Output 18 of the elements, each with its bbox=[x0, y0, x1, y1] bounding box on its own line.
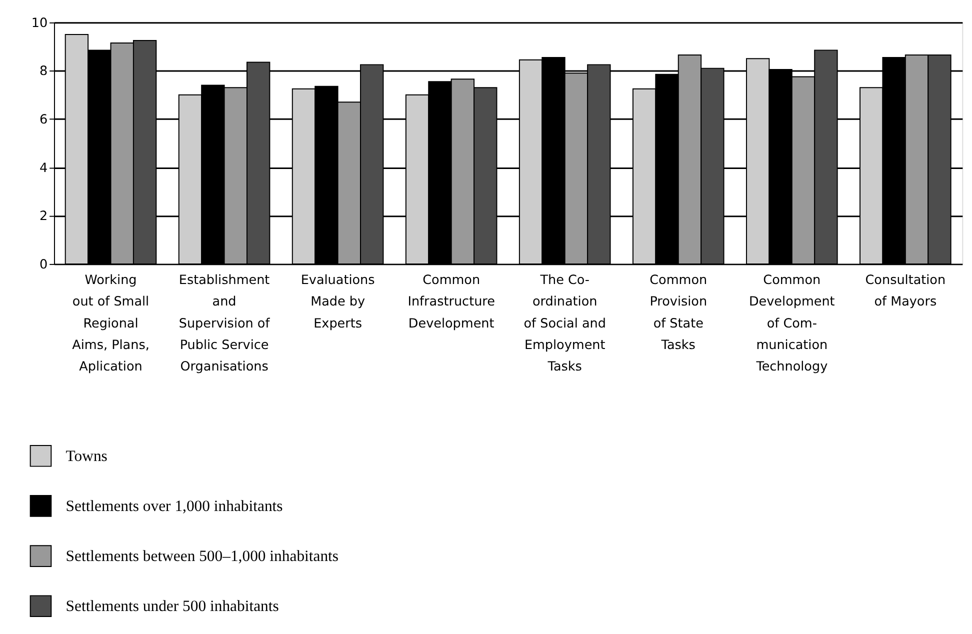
legend-label: Settlements under 500 inhabitants bbox=[66, 598, 279, 616]
y-tick-label: 8 bbox=[39, 64, 48, 80]
x-tick-label: Common Provision of State Tasks bbox=[650, 273, 708, 353]
legend-label: Settlements between 500–1,000 inhabitants bbox=[66, 548, 339, 565]
x-tick-label: Working out of Small Regional Aims, Plans, Aplication bbox=[72, 273, 150, 374]
y-tick-label: 4 bbox=[39, 160, 48, 176]
legend-label: Settlements over 1,000 inhabitants bbox=[66, 498, 283, 515]
x-tick-label: The Co- ordination of Social and Employment Tasks bbox=[524, 273, 606, 374]
x-tick-label: Establishment and Supervision of Public Service Organisations bbox=[178, 273, 270, 374]
x-tick-label: Common Infrastructure Development bbox=[408, 273, 496, 332]
y-tick-label: 6 bbox=[39, 112, 48, 128]
x-tick-label: Consultation of Mayors bbox=[865, 273, 946, 310]
x-tick-label: Evaluations Made by Experts bbox=[300, 273, 376, 332]
y-tick-label: 2 bbox=[39, 209, 48, 224]
x-tick-label: Common Development of Com- munication Technology bbox=[748, 273, 835, 374]
legend-label: Towns bbox=[66, 448, 108, 465]
y-tick-label: 10 bbox=[31, 16, 48, 31]
y-tick-label: 0 bbox=[39, 257, 48, 272]
